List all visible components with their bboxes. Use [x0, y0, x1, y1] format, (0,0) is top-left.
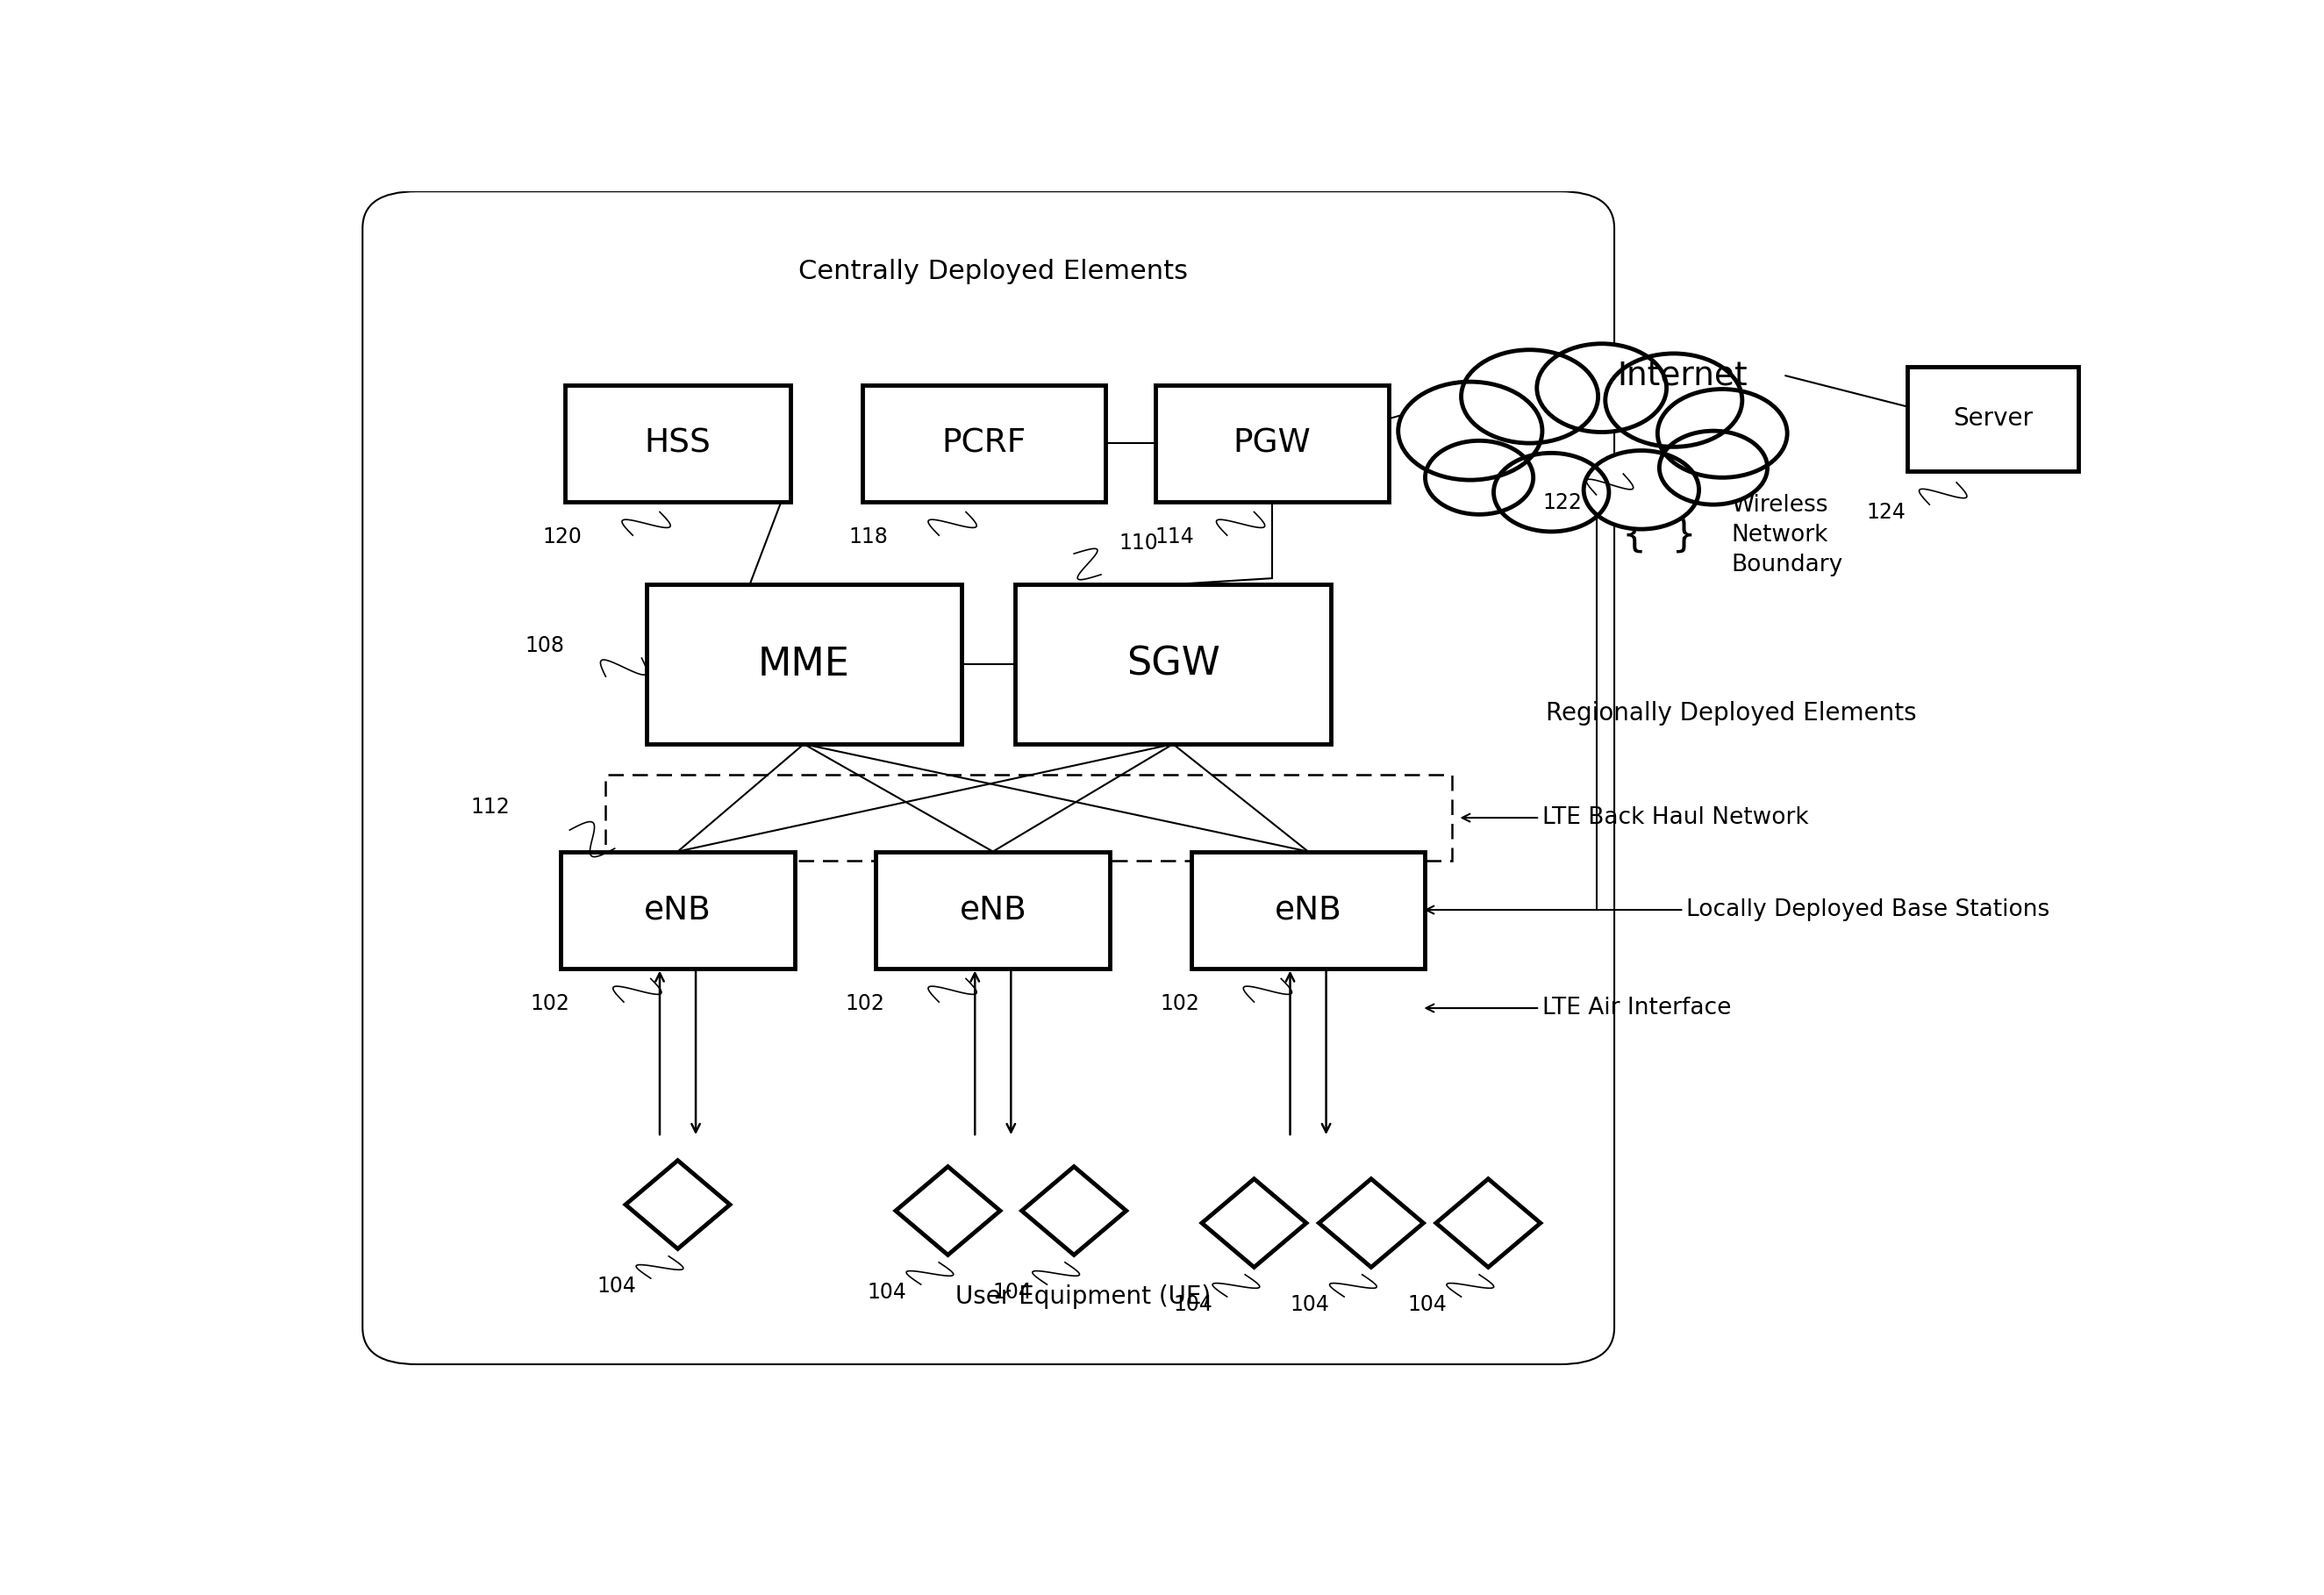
Circle shape: [1399, 381, 1543, 480]
Circle shape: [1583, 450, 1699, 530]
Text: 124: 124: [1866, 502, 1906, 523]
Text: 120: 120: [544, 526, 581, 547]
Text: Regionally Deployed Elements: Regionally Deployed Elements: [1545, 702, 1917, 726]
Text: User Equipment (UE): User Equipment (UE): [955, 1284, 1211, 1309]
FancyBboxPatch shape: [560, 852, 795, 968]
Text: Internet: Internet: [1618, 360, 1748, 391]
Circle shape: [1494, 453, 1608, 531]
Text: 110: 110: [1120, 533, 1157, 553]
Text: Server: Server: [1952, 407, 2034, 431]
Text: PCRF: PCRF: [941, 427, 1027, 459]
Text: 108: 108: [525, 635, 565, 657]
Text: 104: 104: [992, 1282, 1032, 1303]
Text: 104: 104: [597, 1276, 637, 1297]
Text: 104: 104: [867, 1282, 906, 1303]
FancyBboxPatch shape: [1908, 367, 2078, 471]
Text: LTE Air Interface: LTE Air Interface: [1427, 997, 1731, 1019]
FancyBboxPatch shape: [1190, 852, 1425, 968]
Text: eNB: eNB: [1274, 895, 1341, 925]
Text: LTE Back Haul Network: LTE Back Haul Network: [1462, 807, 1808, 829]
Circle shape: [1659, 431, 1766, 504]
FancyBboxPatch shape: [1016, 584, 1332, 743]
Text: 114: 114: [1155, 526, 1195, 547]
FancyBboxPatch shape: [565, 384, 790, 501]
Text: HSS: HSS: [644, 427, 711, 459]
Text: PGW: PGW: [1234, 427, 1311, 459]
Text: 104: 104: [1174, 1294, 1213, 1316]
Text: 118: 118: [848, 526, 888, 547]
Circle shape: [1462, 349, 1599, 443]
Text: SGW: SGW: [1127, 646, 1220, 683]
Text: 102: 102: [1160, 994, 1199, 1014]
Circle shape: [1657, 389, 1787, 477]
FancyBboxPatch shape: [646, 584, 962, 743]
Text: Wireless
Network
Boundary: Wireless Network Boundary: [1731, 494, 1843, 576]
Text: 102: 102: [530, 994, 569, 1014]
Circle shape: [1536, 343, 1666, 432]
FancyBboxPatch shape: [1155, 384, 1390, 501]
Text: Locally Deployed Base Stations: Locally Deployed Base Stations: [1427, 898, 2050, 922]
Text: 104: 104: [1290, 1294, 1329, 1316]
FancyBboxPatch shape: [862, 384, 1106, 501]
Text: {  }: { }: [1622, 517, 1697, 553]
Circle shape: [1606, 354, 1743, 447]
Text: 122: 122: [1543, 493, 1583, 514]
Text: eNB: eNB: [960, 895, 1027, 925]
Circle shape: [1425, 440, 1534, 515]
Text: 104: 104: [1406, 1294, 1446, 1316]
Text: MME: MME: [758, 646, 851, 683]
Text: Centrally Deployed Elements: Centrally Deployed Elements: [797, 258, 1188, 284]
Text: eNB: eNB: [644, 895, 711, 925]
Text: 102: 102: [846, 994, 885, 1014]
Text: 112: 112: [469, 796, 509, 818]
FancyBboxPatch shape: [876, 852, 1111, 968]
